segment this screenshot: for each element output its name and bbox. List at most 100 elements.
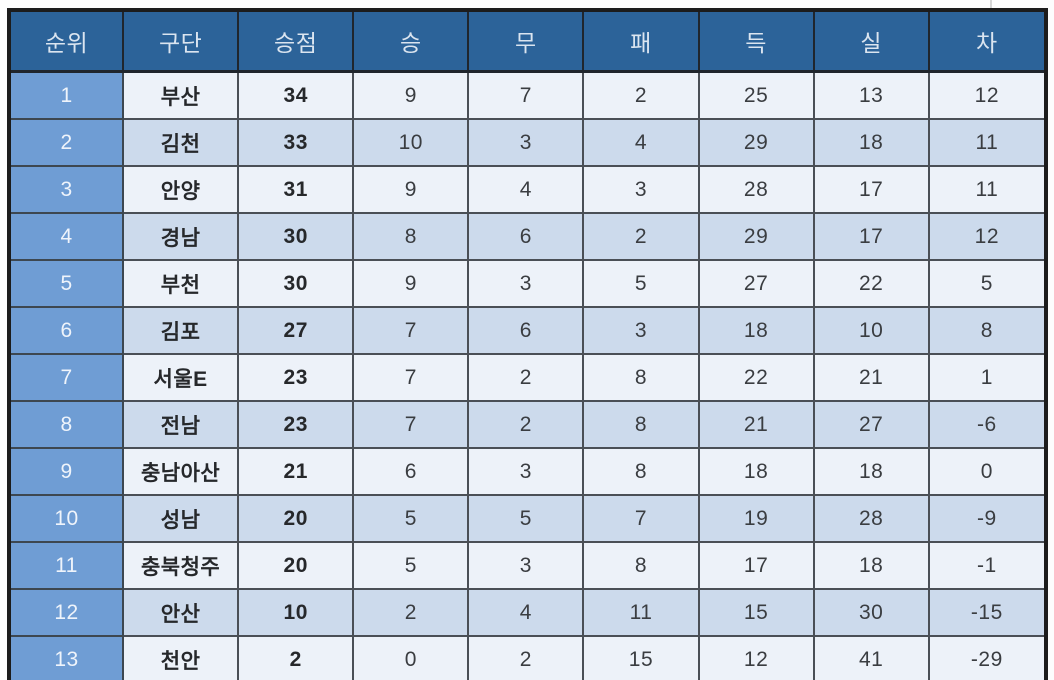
table-row: 9 충남아산 21 6 3 8 18 18 0	[7, 447, 1048, 496]
table-row: 10 성남 20 5 5 7 19 28 -9	[7, 494, 1048, 543]
points-cell: 31	[237, 165, 355, 214]
wins-cell: 2	[352, 588, 470, 637]
goals-for-cell: 21	[697, 400, 815, 449]
goals-against-cell: 17	[812, 165, 930, 214]
wins-cell: 0	[352, 635, 470, 680]
draws-cell: 7	[467, 70, 585, 120]
club-cell: 충남아산	[122, 447, 240, 496]
wins-cell: 10	[352, 118, 470, 167]
club-cell: 안산	[122, 588, 240, 637]
header-losses: 패	[582, 9, 700, 73]
losses-cell: 15	[582, 635, 700, 680]
losses-cell: 8	[582, 353, 700, 402]
draws-cell: 3	[467, 541, 585, 590]
goals-against-cell: 18	[812, 118, 930, 167]
wins-cell: 7	[352, 400, 470, 449]
wins-cell: 9	[352, 259, 470, 308]
rank-cell: 5	[7, 259, 125, 308]
wins-cell: 7	[352, 353, 470, 402]
header-goal-diff: 차	[927, 9, 1048, 73]
losses-cell: 8	[582, 447, 700, 496]
wins-cell: 6	[352, 447, 470, 496]
table-row: 5 부천 30 9 3 5 27 22 5	[7, 259, 1048, 308]
goals-against-cell: 21	[812, 353, 930, 402]
goals-against-cell: 27	[812, 400, 930, 449]
goals-for-cell: 29	[697, 212, 815, 261]
wins-cell: 8	[352, 212, 470, 261]
wins-cell: 9	[352, 165, 470, 214]
table-row: 4 경남 30 8 6 2 29 17 12	[7, 212, 1048, 261]
goals-for-cell: 12	[697, 635, 815, 680]
points-cell: 30	[237, 212, 355, 261]
draws-cell: 4	[467, 165, 585, 214]
club-cell: 천안	[122, 635, 240, 680]
header-rank: 순위	[7, 9, 125, 73]
goal-diff-cell: -15	[927, 588, 1048, 637]
club-cell: 경남	[122, 212, 240, 261]
table-row: 12 안산 10 2 4 11 15 30 -15	[7, 588, 1048, 637]
draws-cell: 6	[467, 212, 585, 261]
goals-for-cell: 19	[697, 494, 815, 543]
rank-cell: 11	[7, 541, 125, 590]
points-cell: 23	[237, 353, 355, 402]
goals-against-cell: 10	[812, 306, 930, 355]
points-cell: 30	[237, 259, 355, 308]
losses-cell: 11	[582, 588, 700, 637]
losses-cell: 7	[582, 494, 700, 543]
rank-cell: 13	[7, 635, 125, 680]
goals-for-cell: 27	[697, 259, 815, 308]
club-cell: 김천	[122, 118, 240, 167]
goals-for-cell: 22	[697, 353, 815, 402]
club-cell: 부산	[122, 70, 240, 120]
rank-cell: 12	[7, 588, 125, 637]
header-club: 구단	[122, 9, 240, 73]
draws-cell: 3	[467, 447, 585, 496]
goals-against-cell: 17	[812, 212, 930, 261]
goal-diff-cell: 1	[927, 353, 1048, 402]
wins-cell: 5	[352, 541, 470, 590]
rank-cell: 3	[7, 165, 125, 214]
losses-cell: 3	[582, 165, 700, 214]
header-goals-against: 실	[812, 9, 930, 73]
draws-cell: 2	[467, 400, 585, 449]
wins-cell: 9	[352, 70, 470, 120]
rank-cell: 10	[7, 494, 125, 543]
goals-against-cell: 30	[812, 588, 930, 637]
points-cell: 10	[237, 588, 355, 637]
table-row: 1 부산 34 9 7 2 25 13 12	[7, 70, 1048, 120]
goals-for-cell: 18	[697, 306, 815, 355]
losses-cell: 8	[582, 400, 700, 449]
rank-cell: 6	[7, 306, 125, 355]
table-row: 8 전남 23 7 2 8 21 27 -6	[7, 400, 1048, 449]
goal-diff-cell: 0	[927, 447, 1048, 496]
league-standings-table: 순위 구단 승점 승 무 패 득 실 차 1 부산 34 9 7 2 25 13…	[7, 8, 1048, 680]
losses-cell: 2	[582, 212, 700, 261]
header-goals-for: 득	[697, 9, 815, 73]
table-row: 7 서울E 23 7 2 8 22 21 1	[7, 353, 1048, 402]
losses-cell: 3	[582, 306, 700, 355]
points-cell: 20	[237, 494, 355, 543]
goal-diff-cell: -9	[927, 494, 1048, 543]
wins-cell: 7	[352, 306, 470, 355]
table-row: 11 충북청주 20 5 3 8 17 18 -1	[7, 541, 1048, 590]
club-cell: 성남	[122, 494, 240, 543]
goal-diff-cell: -1	[927, 541, 1048, 590]
goal-diff-cell: 12	[927, 212, 1048, 261]
losses-cell: 5	[582, 259, 700, 308]
club-cell: 충북청주	[122, 541, 240, 590]
draws-cell: 3	[467, 118, 585, 167]
club-cell: 전남	[122, 400, 240, 449]
goals-against-cell: 18	[812, 447, 930, 496]
points-cell: 21	[237, 447, 355, 496]
rank-cell: 8	[7, 400, 125, 449]
table-row: 3 안양 31 9 4 3 28 17 11	[7, 165, 1048, 214]
rank-cell: 9	[7, 447, 125, 496]
table-row: 13 천안 2 0 2 15 12 41 -29	[7, 635, 1048, 680]
losses-cell: 4	[582, 118, 700, 167]
losses-cell: 2	[582, 70, 700, 120]
draws-cell: 6	[467, 306, 585, 355]
club-cell: 서울E	[122, 353, 240, 402]
draws-cell: 5	[467, 494, 585, 543]
table-row: 2 김천 33 10 3 4 29 18 11	[7, 118, 1048, 167]
goal-diff-cell: 8	[927, 306, 1048, 355]
